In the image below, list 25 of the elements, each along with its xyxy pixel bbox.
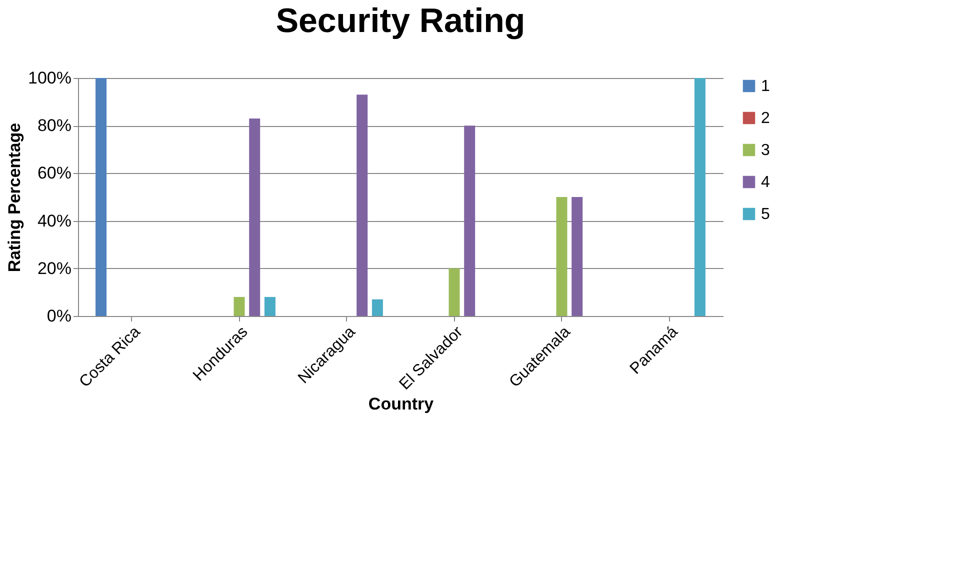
bar (694, 78, 706, 316)
legend-label: 2 (761, 110, 770, 127)
y-tick-label: 40% (37, 211, 72, 230)
bar (356, 94, 368, 316)
bar (249, 118, 260, 316)
y-tick-label: 0% (46, 306, 72, 326)
chart-title: Security Rating (276, 2, 526, 40)
bar (372, 299, 383, 316)
legend-label: 5 (761, 206, 770, 223)
y-tick-label: 100% (28, 68, 72, 88)
bar (264, 296, 276, 316)
bar (572, 197, 583, 316)
bar (556, 197, 568, 316)
bar (464, 126, 476, 316)
y-tick-label: 60% (37, 164, 72, 183)
bar (234, 296, 245, 316)
bar (448, 268, 460, 316)
x-axis-title: Country (368, 394, 434, 414)
y-tick-label: 20% (37, 258, 72, 278)
y-axis-title: Rating Percentage (5, 122, 24, 272)
legend-label: 1 (761, 78, 770, 95)
legend-label: 4 (761, 174, 770, 191)
y-tick-label: 80% (37, 116, 72, 136)
bar (96, 78, 107, 316)
legend-label: 3 (761, 142, 770, 159)
